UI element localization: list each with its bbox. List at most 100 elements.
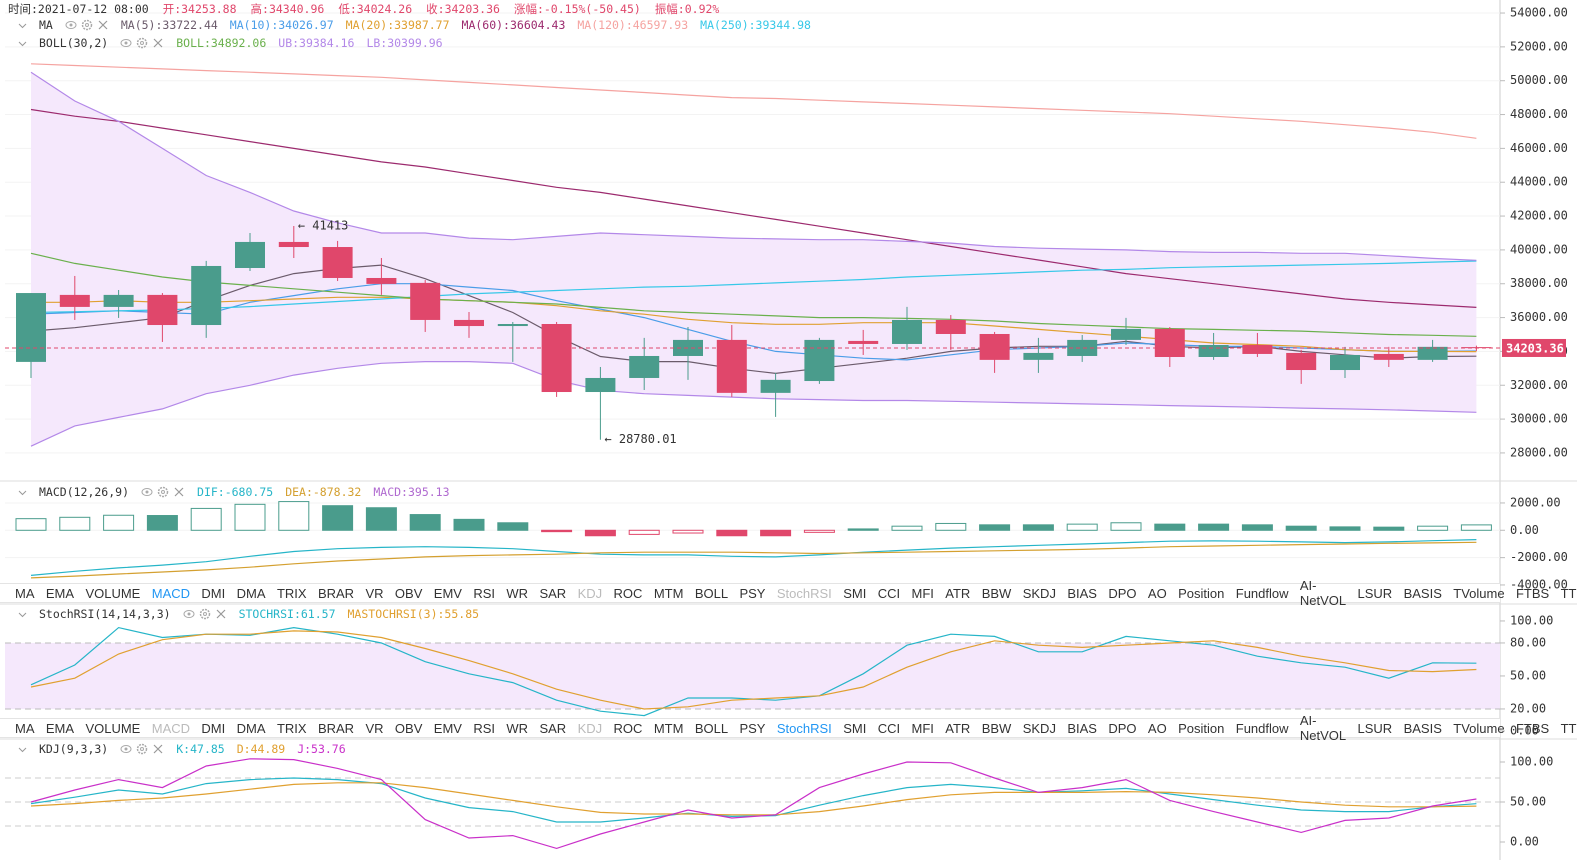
indicator-tab[interactable]: Position <box>1178 585 1225 601</box>
indicator-tab[interactable]: KDJ <box>577 720 603 736</box>
collapse-icon[interactable] <box>18 39 27 48</box>
indicator-tab[interactable]: DPO <box>1108 585 1137 601</box>
indicator-tab[interactable]: SKDJ <box>1022 585 1056 601</box>
eye-pupil <box>124 41 128 45</box>
indicator-tab[interactable]: ATR <box>945 720 971 736</box>
indicator-tab[interactable]: CCI <box>877 720 901 736</box>
indicator-tab[interactable]: SMI <box>843 585 867 601</box>
indicator-line <box>30 782 1477 816</box>
indicator-tab[interactable]: MACD <box>151 585 191 601</box>
indicator-tab[interactable]: WR <box>506 720 529 736</box>
indicator-tab[interactable]: BIAS <box>1067 720 1097 736</box>
eye-icon[interactable] <box>183 608 195 620</box>
indicator-tab[interactable]: CCI <box>877 585 901 601</box>
close-icon[interactable] <box>152 743 164 755</box>
close-icon[interactable] <box>152 37 164 49</box>
indicator-tab[interactable]: TTSI <box>1560 720 1577 736</box>
indicator-tab[interactable]: OBV <box>394 720 423 736</box>
indicator-tab[interactable]: MFI <box>911 585 934 601</box>
indicator-tab[interactable]: Fundflow <box>1235 720 1289 736</box>
indicator-tab[interactable]: BOLL <box>694 585 729 601</box>
gear-icon[interactable] <box>157 486 169 498</box>
indicator-tab[interactable]: BRAR <box>317 585 355 601</box>
indicator-tab[interactable]: VOLUME <box>85 585 141 601</box>
indicator-tab[interactable]: DPO <box>1108 720 1137 736</box>
indicator-tab[interactable]: OBV <box>394 585 423 601</box>
close-icon[interactable] <box>173 486 185 498</box>
collapse-icon[interactable] <box>18 610 27 619</box>
indicator-tab[interactable]: LSUR <box>1357 585 1393 601</box>
indicator-tab[interactable]: BRAR <box>317 720 355 736</box>
indicator-tab[interactable]: MTM <box>653 585 684 601</box>
legend-entry: MA(120):46597.93 <box>577 18 689 32</box>
indicator-tab[interactable]: LSUR <box>1357 720 1393 736</box>
indicator-tab[interactable]: RSI <box>473 720 496 736</box>
indicator-tab[interactable]: TVolume <box>1453 585 1505 601</box>
indicator-tab[interactable]: BBW <box>981 720 1012 736</box>
gear-icon[interactable] <box>136 37 148 49</box>
indicator-tab[interactable]: SAR <box>539 720 567 736</box>
indicator-tab[interactable]: SMI <box>843 720 867 736</box>
indicator-tab[interactable]: PSY <box>739 720 766 736</box>
indicator-tab[interactable]: SAR <box>539 585 567 601</box>
indicator-tab[interactable]: TTSI <box>1560 585 1577 601</box>
indicator-tab[interactable]: WR <box>506 585 529 601</box>
indicator-tab[interactable]: MTM <box>653 720 684 736</box>
indicator-tab[interactable]: BBW <box>981 585 1012 601</box>
collapse-icon[interactable] <box>18 21 27 30</box>
indicator-tab[interactable]: EMV <box>433 585 462 601</box>
indicator-tab[interactable]: MACD <box>151 720 191 736</box>
indicator-tab[interactable]: DMA <box>236 720 266 736</box>
indicator-tab[interactable]: ROC <box>613 720 643 736</box>
indicator-tab[interactable]: StochRSI <box>776 585 832 601</box>
indicator-tab[interactable]: AI-NetVOL <box>1299 578 1347 608</box>
indicator-tab[interactable]: TVolume <box>1453 720 1505 736</box>
indicator-tab[interactable]: VR <box>365 720 384 736</box>
indicator-tab[interactable]: MFI <box>911 720 934 736</box>
indicator-tab[interactable]: ATR <box>945 585 971 601</box>
indicator-tab[interactable]: Fundflow <box>1235 585 1289 601</box>
eye-icon[interactable] <box>65 19 77 31</box>
close-icon[interactable] <box>97 19 109 31</box>
indicator-tab[interactable]: TRIX <box>276 585 307 601</box>
indicator-tab[interactable]: EMA <box>45 585 75 601</box>
indicator-tab[interactable]: RSI <box>473 585 496 601</box>
gear-icon[interactable] <box>81 19 93 31</box>
indicator-tab[interactable]: TRIX <box>276 720 307 736</box>
collapse-icon[interactable] <box>18 488 27 497</box>
indicator-tab[interactable]: StochRSI <box>776 720 832 736</box>
eye-icon[interactable] <box>141 486 153 498</box>
indicator-tab[interactable]: VR <box>365 585 384 601</box>
indicator-tab[interactable]: MA <box>15 585 35 601</box>
indicator-tab[interactable]: ROC <box>613 585 643 601</box>
indicator-tab[interactable]: FTBS <box>1515 720 1550 736</box>
indicator-tab[interactable]: FTBS <box>1515 585 1550 601</box>
indicator-tab[interactable]: AI-NetVOL <box>1299 713 1347 743</box>
ma-line <box>30 264 1477 375</box>
macd-bar <box>1066 523 1098 531</box>
indicator-tab[interactable]: BASIS <box>1403 720 1442 736</box>
gear-icon[interactable] <box>136 743 148 755</box>
indicator-tab[interactable]: MA <box>15 720 35 736</box>
indicator-tab[interactable]: BOLL <box>694 720 729 736</box>
indicator-tab[interactable]: DMI <box>201 720 226 736</box>
close-icon[interactable] <box>215 608 227 620</box>
indicator-tab[interactable]: DMA <box>236 585 266 601</box>
indicator-tab[interactable]: AO <box>1147 720 1167 736</box>
indicator-tab[interactable]: KDJ <box>577 585 603 601</box>
indicator-tab[interactable]: AO <box>1147 585 1167 601</box>
macd-bar <box>891 525 923 531</box>
indicator-tab[interactable]: BASIS <box>1403 585 1442 601</box>
indicator-tab[interactable]: Position <box>1178 720 1225 736</box>
indicator-tab[interactable]: BIAS <box>1067 585 1097 601</box>
eye-icon[interactable] <box>120 37 132 49</box>
indicator-tab[interactable]: EMV <box>433 720 462 736</box>
indicator-tab[interactable]: EMA <box>45 720 75 736</box>
indicator-tab[interactable]: VOLUME <box>85 720 141 736</box>
eye-icon[interactable] <box>120 743 132 755</box>
indicator-tab[interactable]: PSY <box>739 585 766 601</box>
indicator-tab[interactable]: DMI <box>201 585 226 601</box>
collapse-icon[interactable] <box>18 745 27 754</box>
gear-icon[interactable] <box>199 608 211 620</box>
indicator-tab[interactable]: SKDJ <box>1022 720 1056 736</box>
